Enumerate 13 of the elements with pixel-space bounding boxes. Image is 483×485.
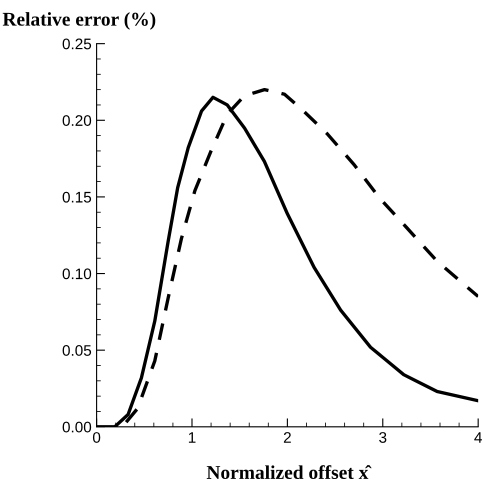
x-axis-title: Normalized offset x̂ [206, 465, 372, 480]
y-axis-title: Relative error (%) [2, 12, 156, 30]
x-tick-label: 3 [379, 432, 386, 443]
y-tick-label: 0.15 [62, 192, 92, 203]
x-tick-label: 0 [92, 432, 100, 443]
x-tick-label: 2 [284, 432, 291, 443]
y-tick-label: 0.20 [62, 115, 92, 126]
y-tick-label: 0.10 [62, 268, 92, 280]
y-tick-label: 0.25 [62, 38, 92, 50]
x-tick-label: 4 [474, 432, 482, 443]
x-tick-label: 1 [188, 432, 196, 443]
y-tick-label: 0.05 [62, 345, 92, 356]
y-tick-label: 0.00 [62, 422, 92, 432]
